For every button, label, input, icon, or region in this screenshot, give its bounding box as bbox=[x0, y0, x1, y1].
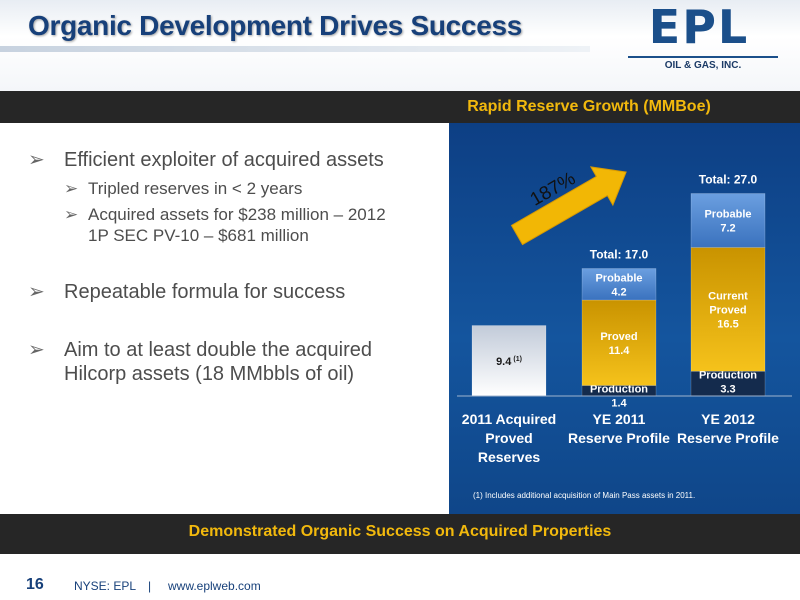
bullet-2-text: Repeatable formula for success bbox=[64, 281, 346, 303]
chart-title-bar bbox=[0, 91, 800, 123]
chart-title: Rapid Reserve Growth (MMBoe) bbox=[467, 98, 711, 115]
bar-segment bbox=[690, 247, 766, 372]
bar-label: Production 3.3 bbox=[699, 369, 757, 395]
bar-label: Probable 7.2 bbox=[704, 209, 751, 235]
bar-segment bbox=[690, 371, 766, 397]
bar-segment bbox=[581, 299, 657, 386]
footer-separator: | bbox=[148, 579, 152, 593]
logo-wordmark: EPL bbox=[648, 0, 750, 54]
logo-subtitle: OIL & GAS, INC. bbox=[628, 56, 778, 71]
footer-ticker: NYSE: EPL bbox=[74, 579, 137, 593]
bullet-3: ➢ Aim to at least double the acquired Hi… bbox=[28, 338, 424, 386]
page-number: 16 bbox=[26, 576, 44, 593]
arrow-bullet-icon: ➢ bbox=[28, 281, 45, 303]
category-label: YE 2011 Reserve Profile bbox=[568, 411, 670, 446]
bullet-1-text: Efficient exploiter of acquired assets bbox=[64, 149, 384, 171]
reserve-growth-chart: 9.4 (1) Production 1.4 Proved 11.4 Probable 4.2… bbox=[457, 166, 792, 465]
bar-label: Production 1.4 bbox=[590, 384, 648, 410]
bar-label: 9.4 (1) bbox=[496, 356, 522, 368]
bar-segment bbox=[690, 193, 766, 248]
arrow-bullet-icon: ➢ bbox=[28, 149, 45, 171]
bullet-list: ➢ Efficient exploiter of acquired assets… bbox=[28, 148, 438, 386]
bar-label: Current Proved 16.5 bbox=[708, 290, 748, 330]
footer: 16 NYSE: EPL | www.eplweb.com bbox=[0, 566, 800, 600]
header-stripe bbox=[0, 46, 590, 52]
category-label: YE 2012 Reserve Profile bbox=[677, 411, 779, 446]
page-title: Organic Development Drives Success bbox=[28, 10, 523, 41]
sub-bullet-1: ➢ Tripled reserves in < 2 years bbox=[28, 178, 438, 199]
sub-bullet-1-text: Tripled reserves in < 2 years bbox=[88, 179, 303, 198]
bar-segment bbox=[581, 268, 657, 301]
total-label: Total: 17.0 bbox=[590, 248, 649, 262]
bar-segment bbox=[471, 325, 547, 397]
sub-bullet-2-text: Acquired assets for $238 million – 2012 … bbox=[88, 205, 386, 245]
tagline-bar bbox=[0, 514, 800, 554]
tagline: Demonstrated Organic Success on Acquired… bbox=[188, 523, 612, 540]
footer-url-link[interactable]: www.eplweb.com bbox=[168, 579, 261, 593]
chart-footnote: (1) Includes additional acquisition of M… bbox=[473, 491, 696, 500]
sub-bullet-2: ➢ Acquired assets for $238 million – 201… bbox=[28, 204, 388, 246]
arrow-bullet-icon: ➢ bbox=[64, 205, 79, 224]
arrow-bullet-icon: ➢ bbox=[64, 179, 79, 198]
bullet-1: ➢ Efficient exploiter of acquired assets bbox=[28, 148, 438, 172]
bullet-2: ➢ Repeatable formula for success bbox=[28, 280, 438, 304]
arrow-bullet-icon: ➢ bbox=[28, 339, 45, 361]
header-banner: Organic Development Drives Success EPL O… bbox=[0, 0, 800, 91]
bar-label: Probable 4.2 bbox=[595, 272, 642, 298]
bar-label: Proved 11.4 bbox=[600, 331, 637, 357]
chart-panel: 9.4 (1) Production 1.4 Proved 11.4 Probable 4.2… bbox=[449, 123, 800, 514]
bullet-3-text: Aim to at least double the acquired Hilc… bbox=[64, 339, 372, 385]
company-logo: EPL OIL & GAS, INC. bbox=[606, 0, 792, 74]
category-label: 2011 Acquired Proved Reserves bbox=[462, 411, 556, 465]
growth-arrow: 187% bbox=[510, 166, 627, 246]
total-label: Total: 27.0 bbox=[699, 173, 758, 187]
